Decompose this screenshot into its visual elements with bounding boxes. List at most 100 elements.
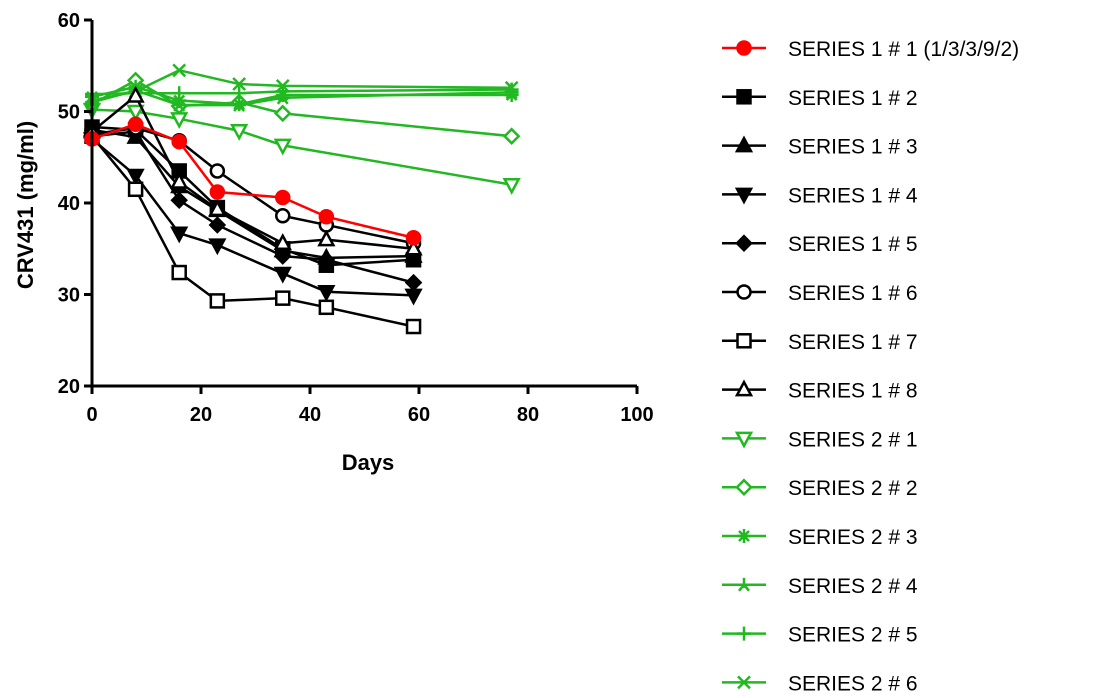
data-point	[172, 63, 187, 78]
data-point	[126, 168, 145, 186]
legend-marker	[735, 234, 753, 252]
legend-marker	[735, 478, 753, 496]
x-tick-label: 60	[408, 404, 430, 426]
legend-marker	[734, 379, 754, 397]
axes: 20 30 40 50 60 0 20 40 60 80 100	[58, 10, 654, 426]
legend-item: SERIES 2 # 5	[722, 624, 918, 647]
data-point	[275, 290, 291, 306]
y-tick-label: 30	[58, 285, 80, 307]
data-point	[126, 104, 145, 122]
data-point	[318, 299, 335, 316]
legend-marker	[734, 135, 754, 153]
legend-label: SERIES 1 # 5	[788, 233, 918, 256]
plot-area	[82, 63, 521, 335]
series-4	[82, 132, 423, 306]
data-point	[404, 238, 423, 256]
series-5	[83, 122, 423, 292]
legend-label: SERIES 1 # 2	[788, 87, 918, 110]
x-tick-label: 0	[86, 404, 97, 426]
data-point	[317, 285, 336, 302]
x-tick-label: 100	[620, 404, 653, 426]
legend-item: SERIES 2 # 2	[722, 477, 918, 500]
legend-marker	[737, 577, 751, 592]
legend-item: SERIES 2 # 1	[722, 428, 918, 451]
legend-label: SERIES 1 # 4	[788, 184, 918, 207]
data-point	[502, 127, 521, 145]
data-point	[404, 273, 423, 292]
data-point	[318, 208, 335, 225]
data-point	[504, 80, 519, 95]
x-axis-title: Days	[342, 450, 395, 475]
data-point	[230, 123, 249, 141]
data-point	[273, 138, 292, 156]
data-point	[232, 77, 247, 91]
series-line	[91, 137, 414, 297]
legend-item: SERIES 2 # 6	[722, 672, 918, 695]
series-line	[91, 108, 512, 186]
legend-marker	[737, 529, 751, 543]
data-point	[127, 116, 144, 133]
legend-marker	[736, 333, 752, 349]
legend-item: SERIES 1 # 1 (1/3/3/9/2)	[722, 38, 1019, 61]
data-point	[405, 318, 422, 335]
data-point	[405, 230, 422, 246]
data-point	[170, 171, 189, 189]
legend-label: SERIES 1 # 6	[788, 282, 918, 305]
series-line	[91, 78, 512, 138]
data-point	[317, 250, 336, 269]
legend-label: SERIES 1 # 1 (1/3/3/9/2)	[788, 38, 1019, 61]
legend-marker	[737, 675, 751, 690]
x-tick-label: 20	[190, 404, 212, 426]
data-point	[170, 226, 189, 244]
data-point	[275, 208, 291, 224]
data-point	[273, 104, 292, 123]
data-point	[273, 247, 292, 265]
data-point	[208, 199, 227, 217]
legend-marker	[736, 284, 752, 300]
y-tick-label: 50	[58, 102, 80, 124]
data-point	[127, 181, 144, 198]
data-point	[170, 112, 189, 129]
data-point	[208, 216, 227, 234]
legend-marker	[736, 40, 752, 56]
x-tick-label: 40	[299, 404, 321, 426]
data-point	[317, 229, 336, 247]
data-point	[170, 191, 188, 210]
legend-label: SERIES 2 # 5	[788, 624, 918, 647]
legend-label: SERIES 2 # 1	[788, 428, 918, 451]
data-point	[232, 86, 247, 101]
data-point	[209, 163, 226, 179]
data-point	[502, 177, 521, 195]
legend-marker	[734, 431, 754, 449]
data-point	[404, 288, 423, 306]
legend-label: SERIES 2 # 6	[788, 672, 918, 695]
legend-label: SERIES 2 # 4	[788, 575, 918, 598]
legend-marker	[737, 626, 751, 641]
legend-item: SERIES 1 # 6	[722, 282, 918, 305]
series-line	[91, 85, 512, 106]
legend: SERIES 1 # 1 (1/3/3/9/2) SERIES 1 # 2 SERI…	[722, 38, 1019, 695]
legend-label: SERIES 1 # 7	[788, 331, 918, 354]
data-point	[126, 85, 145, 103]
legend-item: SERIES 1 # 2	[722, 87, 918, 110]
legend-label: SERIES 2 # 2	[788, 477, 918, 500]
data-point	[172, 86, 187, 101]
y-axis-title: CRV431 (mg/ml)	[13, 121, 38, 289]
legend-item: SERIES 1 # 7	[722, 331, 918, 354]
series-1	[84, 116, 422, 246]
data-point	[209, 293, 226, 309]
data-point	[208, 238, 227, 256]
legend-marker	[736, 89, 752, 105]
legend-item: SERIES 1 # 3	[722, 135, 918, 159]
data-point	[171, 133, 187, 150]
data-point	[273, 233, 292, 251]
series-14	[85, 63, 519, 108]
x-tick-label: 80	[517, 404, 539, 426]
y-tick-label: 20	[58, 376, 80, 398]
legend-item: SERIES 2 # 3	[722, 526, 918, 549]
data-point	[273, 266, 292, 284]
legend-item: SERIES 1 # 5	[722, 233, 918, 256]
data-point	[209, 184, 226, 200]
y-tick-label: 60	[58, 10, 80, 32]
legend-label: SERIES 1 # 8	[788, 380, 918, 403]
